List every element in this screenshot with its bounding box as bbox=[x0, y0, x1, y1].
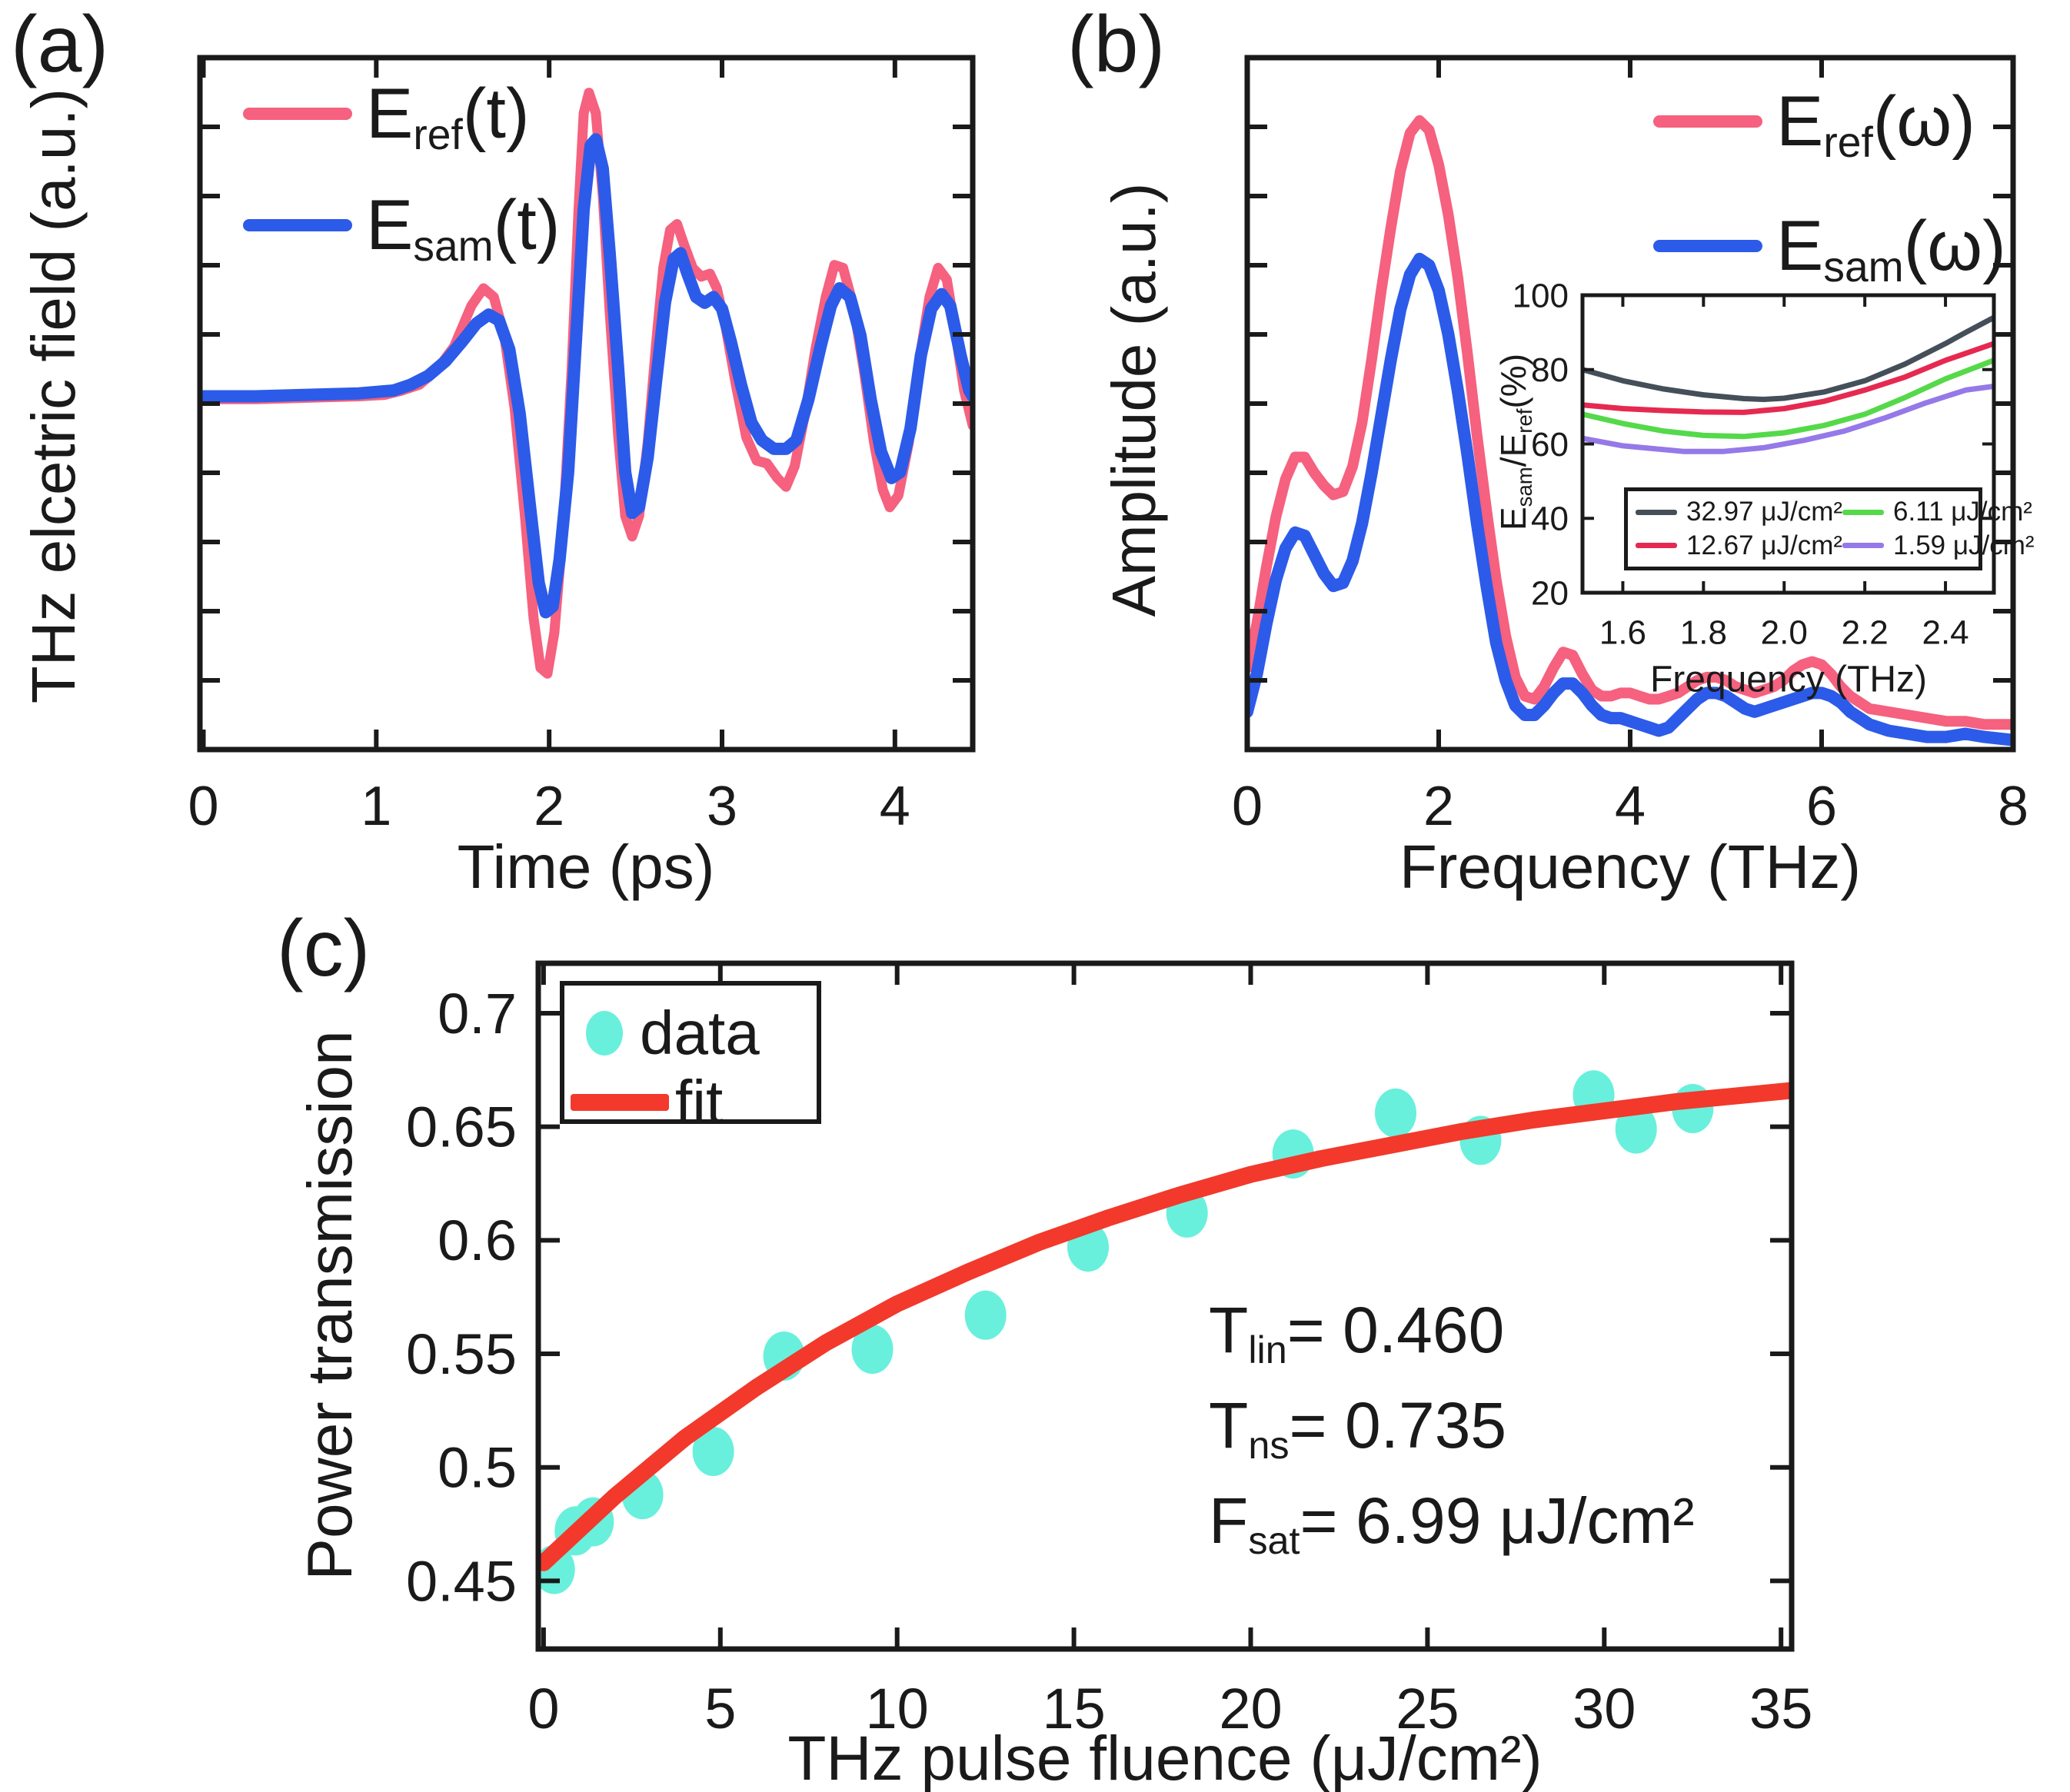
panel-b-letter: (b) bbox=[1067, 0, 1166, 89]
x-tick-label: 30 bbox=[1572, 1677, 1636, 1740]
legend-data-row: data bbox=[586, 1002, 760, 1064]
panel-a-letter: (a) bbox=[11, 0, 109, 89]
y-tick-label: 0.6 bbox=[438, 1209, 517, 1272]
y-tick-label: 60 bbox=[1531, 426, 1569, 464]
x-tick-label: 1 bbox=[361, 776, 391, 837]
inset-xlabel: Frequency (THz) bbox=[1649, 659, 1928, 700]
x-tick-label: 2 bbox=[534, 776, 564, 837]
data-point bbox=[851, 1325, 894, 1375]
x-tick-label: 4 bbox=[1615, 776, 1646, 837]
x-tick-label: 0 bbox=[188, 776, 218, 837]
y-tick-label: 0.55 bbox=[406, 1322, 517, 1386]
series-E_ref(ω) bbox=[1247, 115, 2013, 730]
panel-c-axes-box bbox=[535, 960, 1795, 1652]
series-E_sam(t) bbox=[200, 133, 973, 619]
panel-a-ylabel: THz elcetric field (a.u.) bbox=[19, 88, 88, 704]
series-E_sam(ω) bbox=[1247, 252, 2013, 746]
panel-a-xlabel: Time (ps) bbox=[457, 833, 715, 901]
legend-fit-row: fit bbox=[571, 1072, 723, 1133]
esam-t-swatch bbox=[243, 219, 352, 231]
panel-c-ylabel: Power transmission bbox=[295, 1030, 365, 1581]
series-1.59 μJ/cm² bbox=[1582, 384, 1994, 454]
panel-c-xlabel: THz pulse fluence (μJ/cm²) bbox=[787, 1724, 1543, 1792]
x-tick-label: 0 bbox=[1232, 776, 1263, 837]
x-tick-label: 25 bbox=[1396, 1677, 1459, 1740]
y-tick-label: 0.45 bbox=[406, 1549, 517, 1613]
eref-t-swatch bbox=[243, 108, 352, 120]
x-tick-label: 1.6 bbox=[1599, 613, 1646, 651]
series-12.67 μJ/cm² bbox=[1582, 341, 1994, 415]
x-tick-label: 1.8 bbox=[1680, 613, 1727, 651]
x-tick-label: 15 bbox=[1042, 1677, 1105, 1740]
x-tick-label: 8 bbox=[1998, 776, 2028, 837]
inset-legend-6.11: 6.11 μJ/cm² bbox=[1842, 497, 2035, 527]
esam-w-swatch bbox=[1653, 240, 1762, 252]
fluence-12.67-swatch bbox=[1636, 543, 1677, 549]
fluence-32.97-swatch bbox=[1636, 509, 1677, 515]
series-6.11 μJ/cm² bbox=[1582, 357, 1994, 440]
fit-marker bbox=[571, 1094, 669, 1111]
x-tick-label: 0 bbox=[527, 1677, 559, 1740]
inset-legend-32.97: 32.97 μJ/cm² bbox=[1636, 497, 1842, 527]
data-marker bbox=[586, 1011, 623, 1056]
data-point bbox=[1615, 1104, 1657, 1154]
y-tick-label: 20 bbox=[1531, 574, 1569, 612]
x-tick-label: 10 bbox=[866, 1677, 929, 1740]
panel-b-xlabel: Frequency (THz) bbox=[1399, 833, 1862, 901]
y-tick-label: 80 bbox=[1531, 351, 1569, 389]
x-tick-label: 2.4 bbox=[1922, 613, 1968, 651]
data-point bbox=[692, 1427, 734, 1476]
panel-c-letter: (c) bbox=[277, 904, 371, 993]
inset-legend-12.67: 12.67 μJ/cm² bbox=[1636, 530, 1842, 561]
x-tick-label: 3 bbox=[707, 776, 737, 837]
panel-b-inset-plot: 1.6 1.8 2.0 2.2 2.4 20 40 60 80 100 bbox=[1513, 277, 1996, 651]
fluence-1.59-swatch bbox=[1842, 543, 1885, 549]
panel-b-ylabel: Amplitude (a.u.) bbox=[1100, 182, 1168, 617]
data-point bbox=[1375, 1088, 1416, 1138]
y-tick-label: 40 bbox=[1531, 500, 1569, 538]
x-tick-label: 2 bbox=[1423, 776, 1454, 837]
panel-c-legend: data fit bbox=[560, 981, 821, 1133]
series-32.97 μJ/cm² bbox=[1582, 314, 1994, 402]
fluence-6.11-swatch bbox=[1842, 509, 1885, 515]
inset-legend-1.59: 1.59 μJ/cm² bbox=[1842, 530, 2035, 561]
y-tick-label: 0.7 bbox=[438, 982, 517, 1046]
y-tick-label: 0.65 bbox=[406, 1095, 517, 1159]
x-tick-label: 6 bbox=[1806, 776, 1837, 837]
panel-b-plot: 0 2 4 6 8 bbox=[1232, 55, 2028, 837]
panel-c-plot: 0 5 10 15 20 25 30 35 0.45 0.5 0.55 0.6 0.65 0.7 bbox=[406, 960, 1812, 1740]
x-tick-label: 2.2 bbox=[1842, 613, 1889, 651]
inset-legend: 32.97 μJ/cm² 6.11 μJ/cm² 12.67 μJ/cm² 1.… bbox=[1624, 487, 2035, 570]
data-point bbox=[964, 1290, 1007, 1340]
fit-curve bbox=[538, 1082, 1792, 1571]
x-tick-label: 35 bbox=[1749, 1677, 1812, 1740]
y-tick-label: 100 bbox=[1513, 277, 1569, 314]
x-tick-label: 20 bbox=[1219, 1677, 1282, 1740]
y-tick-label: 0.5 bbox=[438, 1436, 517, 1500]
eref-w-swatch bbox=[1653, 115, 1762, 128]
x-tick-label: 2.0 bbox=[1761, 613, 1808, 651]
panel-a-plot: 0 1 2 3 4 bbox=[188, 55, 976, 837]
x-tick-label: 5 bbox=[704, 1677, 736, 1740]
x-tick-label: 4 bbox=[880, 776, 910, 837]
